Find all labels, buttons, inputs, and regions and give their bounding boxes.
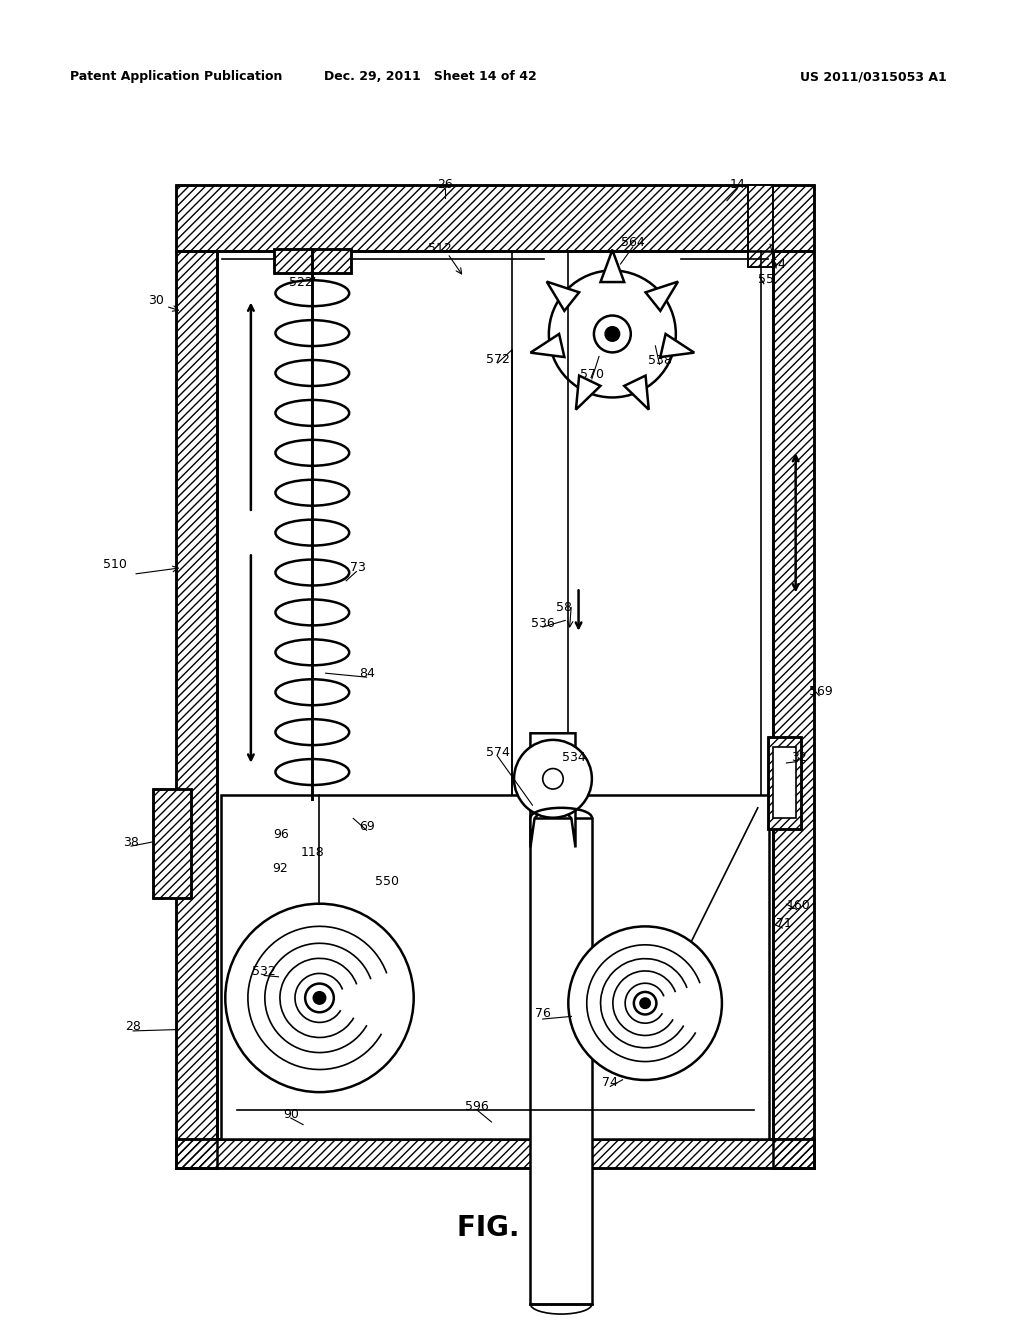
Circle shape xyxy=(543,768,563,789)
Ellipse shape xyxy=(275,321,349,346)
Polygon shape xyxy=(645,281,678,310)
Circle shape xyxy=(594,315,631,352)
Circle shape xyxy=(313,991,326,1005)
Bar xyxy=(748,185,773,267)
Text: Patent Application Publication: Patent Application Publication xyxy=(70,70,282,83)
Text: 564: 564 xyxy=(621,236,645,249)
Text: 55: 55 xyxy=(758,273,774,286)
Text: 569: 569 xyxy=(809,685,834,698)
Ellipse shape xyxy=(275,599,349,626)
Ellipse shape xyxy=(275,440,349,466)
Text: 596: 596 xyxy=(465,1100,489,1113)
Ellipse shape xyxy=(275,759,349,785)
Circle shape xyxy=(640,998,650,1008)
Bar xyxy=(748,185,773,267)
Ellipse shape xyxy=(275,719,349,744)
Text: 14: 14 xyxy=(729,178,745,191)
Bar xyxy=(274,249,350,273)
Text: 92: 92 xyxy=(272,862,289,875)
Bar xyxy=(768,737,801,829)
Text: 532: 532 xyxy=(252,965,276,978)
Bar xyxy=(773,251,814,1168)
Bar xyxy=(176,251,217,1168)
Circle shape xyxy=(514,741,592,817)
Text: 73: 73 xyxy=(350,561,367,574)
Bar xyxy=(768,737,801,829)
Bar xyxy=(176,1139,814,1168)
Ellipse shape xyxy=(275,639,349,665)
Bar xyxy=(176,1139,814,1168)
Text: 570: 570 xyxy=(580,368,604,381)
Text: 54: 54 xyxy=(770,257,786,271)
Text: 32: 32 xyxy=(791,751,807,764)
Ellipse shape xyxy=(275,400,349,426)
Text: 71: 71 xyxy=(776,917,793,931)
Text: 84: 84 xyxy=(358,667,375,680)
Polygon shape xyxy=(600,249,625,282)
Polygon shape xyxy=(547,281,580,310)
Text: US 2011/0315053 A1: US 2011/0315053 A1 xyxy=(801,70,947,83)
Text: 510: 510 xyxy=(102,558,127,572)
Text: 522: 522 xyxy=(289,276,313,289)
Text: 538: 538 xyxy=(647,354,672,367)
Text: FIG. 21: FIG. 21 xyxy=(457,1213,567,1242)
Bar xyxy=(153,789,191,898)
Bar xyxy=(274,249,350,273)
Text: 536: 536 xyxy=(530,616,555,630)
Text: 58: 58 xyxy=(556,601,572,614)
Text: 74: 74 xyxy=(602,1076,618,1089)
Bar xyxy=(176,185,814,251)
Text: 90: 90 xyxy=(283,1107,299,1121)
Circle shape xyxy=(305,983,334,1012)
Text: 38: 38 xyxy=(123,836,139,849)
Text: 26: 26 xyxy=(437,178,454,191)
Circle shape xyxy=(568,927,722,1080)
Polygon shape xyxy=(660,334,694,358)
Text: 534: 534 xyxy=(561,751,586,764)
Bar xyxy=(221,795,769,1139)
Polygon shape xyxy=(625,376,649,409)
Ellipse shape xyxy=(275,560,349,586)
Ellipse shape xyxy=(275,360,349,385)
Text: 30: 30 xyxy=(147,294,164,308)
Bar xyxy=(530,817,592,1304)
Bar xyxy=(773,251,814,1168)
Circle shape xyxy=(605,327,620,341)
Circle shape xyxy=(225,904,414,1092)
Text: 512: 512 xyxy=(428,242,453,255)
Bar xyxy=(773,747,796,818)
Text: 96: 96 xyxy=(273,828,290,841)
Ellipse shape xyxy=(275,520,349,545)
Bar xyxy=(176,185,814,251)
Text: 160: 160 xyxy=(786,899,811,912)
Ellipse shape xyxy=(275,479,349,506)
Ellipse shape xyxy=(275,680,349,705)
Circle shape xyxy=(549,271,676,397)
Text: 76: 76 xyxy=(535,1007,551,1020)
Bar xyxy=(153,789,191,898)
Ellipse shape xyxy=(275,280,349,306)
Text: 118: 118 xyxy=(300,846,325,859)
Text: 28: 28 xyxy=(125,1020,141,1034)
Bar xyxy=(176,251,217,1168)
Polygon shape xyxy=(530,734,575,847)
Circle shape xyxy=(634,991,656,1015)
Text: 550: 550 xyxy=(375,875,399,888)
Text: 574: 574 xyxy=(485,746,510,759)
Text: 572: 572 xyxy=(485,352,510,366)
Polygon shape xyxy=(530,334,564,358)
Text: 69: 69 xyxy=(358,820,375,833)
Text: Dec. 29, 2011   Sheet 14 of 42: Dec. 29, 2011 Sheet 14 of 42 xyxy=(324,70,537,83)
Polygon shape xyxy=(575,376,600,409)
